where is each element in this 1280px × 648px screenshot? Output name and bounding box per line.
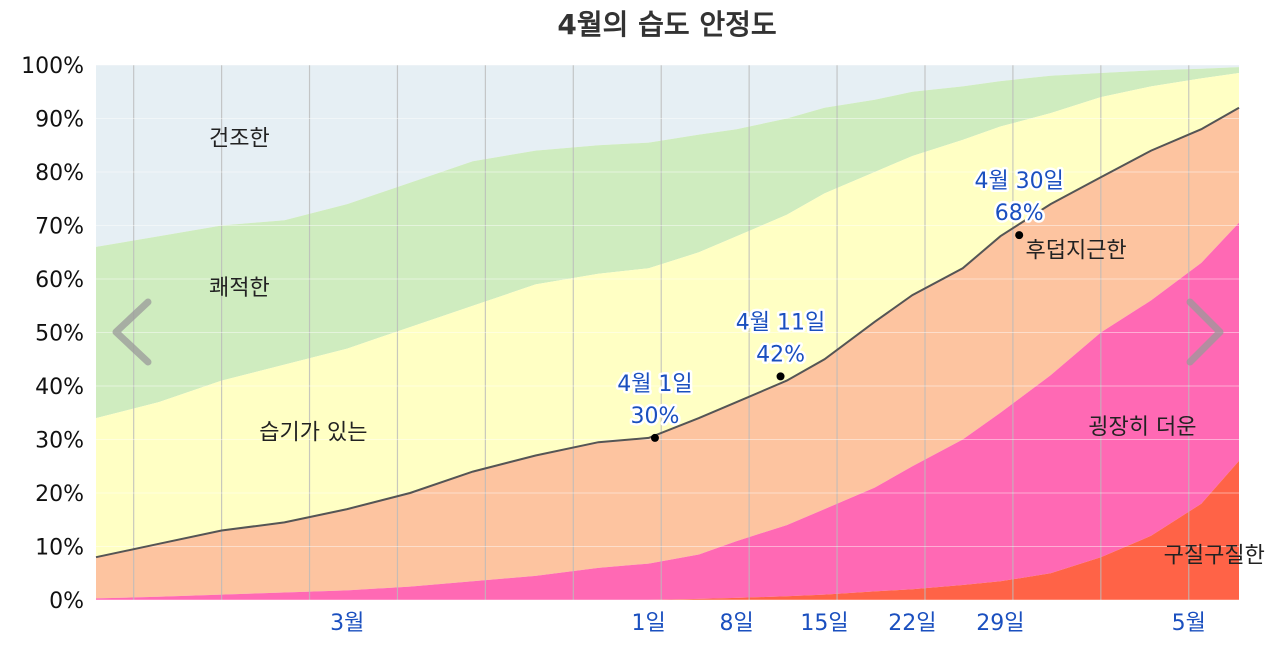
callout-date: 4월 1일 xyxy=(617,372,692,397)
x-tick-label: 29일 xyxy=(976,611,1024,636)
next-button[interactable] xyxy=(1186,298,1224,366)
callout-value: 30% xyxy=(630,404,679,429)
band-area-2 xyxy=(96,107,1239,599)
band-area-5 xyxy=(96,65,1239,247)
band-area-0 xyxy=(96,460,1239,600)
vertical-gridlines xyxy=(133,65,1190,600)
callout-value: 68% xyxy=(995,201,1044,226)
x-tick-label: 3월 xyxy=(330,611,364,636)
x-axis: 3월 1일 8일 15일 22일 29일 5월 xyxy=(330,611,1206,636)
x-tick-label: 1일 xyxy=(632,611,666,636)
band-area-3 xyxy=(96,73,1239,558)
x-tick-label: 8일 xyxy=(719,611,753,636)
callout-point xyxy=(650,433,659,442)
horizontal-gridlines xyxy=(96,64,1239,601)
callout-date: 4월 30일 xyxy=(974,169,1063,194)
y-tick-label: 90% xyxy=(35,108,84,133)
area-bands xyxy=(96,65,1239,601)
callout-value: 42% xyxy=(756,342,805,367)
band-label: 건조한 xyxy=(209,126,270,151)
y-tick-label: 80% xyxy=(35,161,84,186)
series-line xyxy=(95,106,1240,559)
y-tick-label: 70% xyxy=(35,215,84,240)
band-area-4 xyxy=(96,67,1239,419)
band-label: 구질구질한 xyxy=(1164,544,1265,569)
y-tick-label: 20% xyxy=(35,482,84,507)
y-tick-label: 50% xyxy=(35,322,84,347)
callouts: 4월 1일 30% 4월 11일 42% 4월 30일 68% xyxy=(615,167,1066,442)
y-tick-label: 100% xyxy=(21,54,84,79)
x-tick-label: 15일 xyxy=(800,611,848,636)
band-label: 굉장히 더운 xyxy=(1088,415,1196,440)
x-tick-label: 22일 xyxy=(888,611,936,636)
y-tick-label: 30% xyxy=(35,429,84,454)
callout-point xyxy=(1015,231,1024,240)
band-label: 쾌적한 xyxy=(209,276,270,301)
y-tick-label: 60% xyxy=(35,268,84,293)
chart-title: 4월의 습도 안정도 xyxy=(557,8,776,41)
y-tick-label: 40% xyxy=(35,375,84,400)
band-label: 습기가 있는 xyxy=(259,421,367,446)
chevron-right-icon xyxy=(1186,298,1224,366)
cumulative-line xyxy=(95,106,1240,559)
band-area-1 xyxy=(96,222,1239,601)
y-axis: 0% 10% 20% 30% 40% 50% 60% 70% 80% 90% 100% xyxy=(21,54,84,614)
callout-point xyxy=(776,372,785,381)
y-tick-label: 10% xyxy=(35,536,84,561)
x-tick-label: 5월 xyxy=(1172,611,1206,636)
band-label: 후덥지근한 xyxy=(1025,239,1126,264)
callout-date: 4월 11일 xyxy=(736,310,825,335)
y-tick-label: 0% xyxy=(49,589,84,614)
prev-button[interactable] xyxy=(112,298,152,366)
chevron-left-icon xyxy=(112,298,152,366)
